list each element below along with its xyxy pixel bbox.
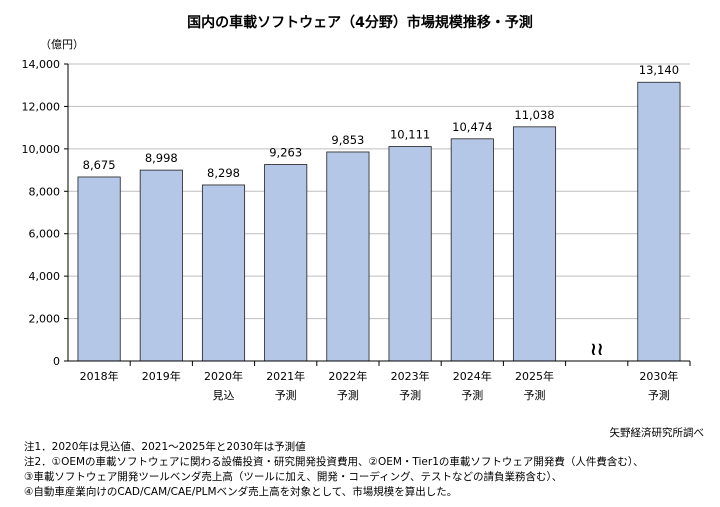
y-tick-label: 2,000 [29,313,61,326]
footnote-2: 注2．①OEMの車載ソフトウェアに関わる設備投資・研究開発投資費用、②OEM・T… [24,456,644,468]
bar [637,81,681,362]
bar-value-label: 8,998 [145,151,178,165]
bar [264,164,308,362]
y-tick-label: 8,000 [29,185,61,198]
y-axis-unit-label: （億円） [40,38,84,51]
footnote-1: 注1．2020年は見込値、2021～2025年と2030年は予測値 [24,441,306,453]
footnote-2-cont-a: ③車載ソフトウェア開発ツールベンダ売上高（ツールに加え、開発・コーディング、テス… [24,471,563,483]
y-tick-label: 12,000 [22,100,61,113]
bar [512,126,557,362]
bar [450,138,494,362]
x-tick-label: 2024年 [453,369,492,383]
bar-value-label: 11,038 [514,108,554,122]
bar-value-label: 9,263 [269,145,302,159]
footnote-2-cont-b: ④自動車産業向けのCAD/CAM/CAE/PLMベンダ売上高を対象として、市場規… [24,486,458,498]
x-tick-label: 2021年 [266,369,305,383]
bar-value-label: 9,853 [331,133,364,147]
bar-value-label: 8,675 [83,158,116,172]
bar-value-label: 10,474 [452,120,492,134]
x-tick-sublabel: 予測 [524,388,546,402]
x-tick-label: 2023年 [391,369,430,383]
bar-value-label: 13,140 [639,63,679,77]
x-tick-label: 2025年 [515,369,554,383]
bar [388,146,432,362]
x-tick-sublabel: 予測 [461,388,483,402]
axis-break-marker: ≀≀ [590,339,604,360]
bars [77,81,681,362]
footnotes: 注1．2020年は見込値、2021～2025年と2030年は予測値 注2．①OE… [24,440,714,500]
x-tick-sublabel: 見込 [213,389,235,402]
chart-title: 国内の車載ソフトウェア（4分野）市場規模推移・予測 [187,14,533,31]
bar [326,151,370,362]
x-tick-label: 2018年 [80,369,119,383]
bar [77,176,121,362]
x-tick-sublabel: 予測 [337,388,359,402]
y-tick-label: 4,000 [29,270,61,283]
bar-value-label: 8,298 [207,166,240,180]
x-tick-sublabel: 予測 [648,388,670,402]
x-tick-sublabel: 予測 [399,388,421,402]
x-tick-label: 2030年 [639,369,678,383]
bar [201,184,246,362]
x-tick-label: 2019年 [142,369,181,383]
bar-value-label: 10,111 [390,128,430,142]
y-tick-label: 14,000 [22,58,61,71]
bar [139,169,183,362]
source-credit: 矢野経済研究所調べ [609,427,705,439]
y-tick-label: 0 [53,355,60,368]
bar-chart: 国内の車載ソフトウェア（4分野）市場規模推移・予測 （億円） 0 2,000 4,0… [22,14,691,402]
y-tick-label: 6,000 [29,228,61,241]
y-axis-ticks: 0 2,000 4,000 6,000 8,000 10,000 12,000 14,000 [22,58,68,368]
value-labels: 8,675 8,998 8,298 9,263 9,853 10,111 10,474 11,… [83,63,679,180]
y-tick-label: 10,000 [22,143,61,156]
x-tick-label: 2020年 [204,369,243,383]
x-tick-label: 2022年 [328,369,367,383]
x-tick-sublabel: 予測 [275,388,297,402]
